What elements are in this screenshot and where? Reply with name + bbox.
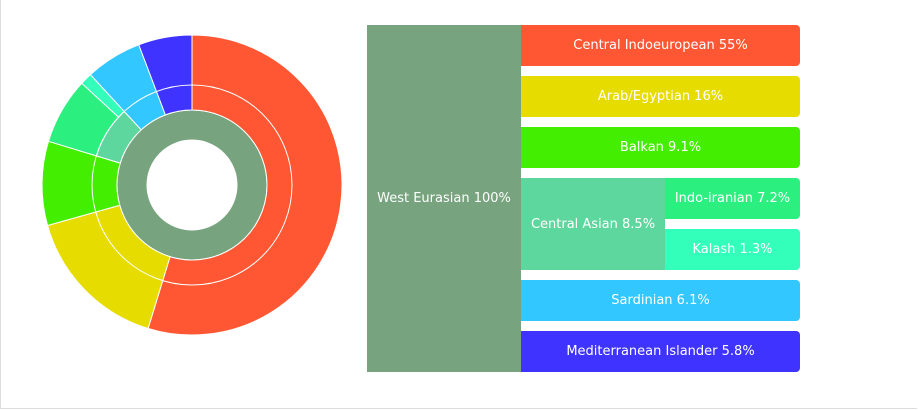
sunburst: [41, 34, 343, 336]
breakdown-block: Mediterranean Islander 5.8%: [521, 331, 800, 372]
breakdown-block: Central Indoeuropean 55%: [521, 25, 800, 66]
breakdown-block: Central Asian 8.5%: [521, 178, 665, 270]
breakdown-block: West Eurasian 100%: [367, 25, 521, 372]
sunburst-segment: [138, 34, 193, 116]
ring-separator: [91, 84, 293, 286]
breakdown-block: Indo-iranian 7.2%: [665, 178, 800, 219]
breakdown-block: Arab/Egyptian 16%: [521, 76, 800, 117]
center-hole: [147, 140, 237, 230]
breakdown-block: Sardinian 6.1%: [521, 280, 800, 321]
sunburst-segment: [147, 34, 343, 336]
breakdown-block: Balkan 9.1%: [521, 127, 800, 168]
breakdown-block: Kalash 1.3%: [665, 229, 800, 270]
